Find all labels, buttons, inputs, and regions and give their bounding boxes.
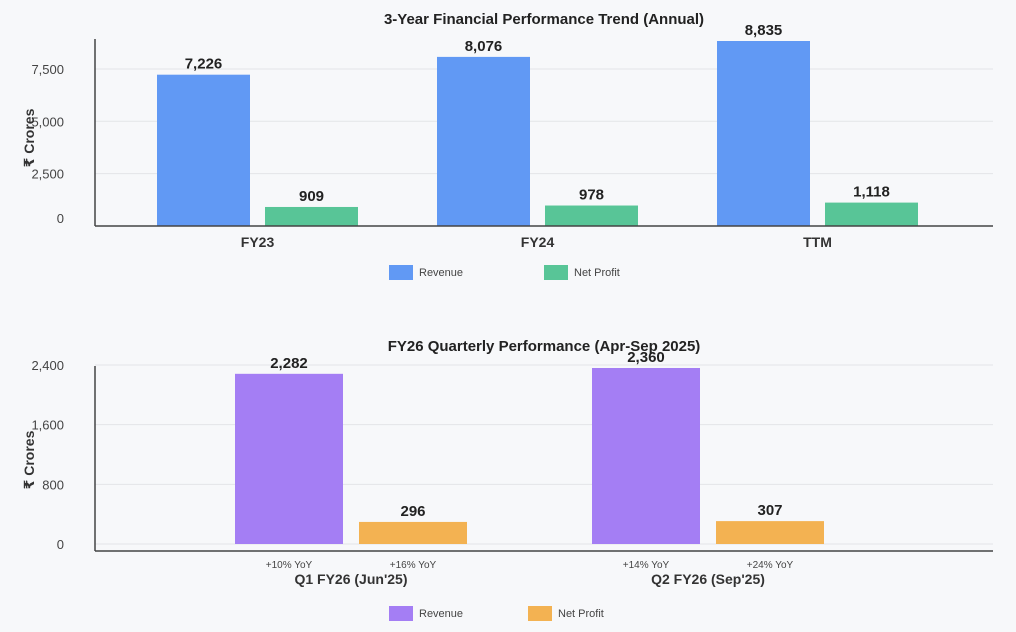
chart-title: FY26 Quarterly Performance (Apr-Sep 2025… [388, 338, 701, 355]
chart-title: 3-Year Financial Performance Trend (Annu… [384, 11, 704, 28]
yoy-note: +24% YoY [747, 560, 794, 571]
data-label: 8,835 [745, 22, 783, 39]
data-label: 978 [579, 187, 604, 204]
yoy-note: +16% YoY [390, 560, 437, 571]
bar-revenue [235, 373, 343, 544]
data-label: 8,076 [465, 38, 503, 55]
data-label: 2,282 [270, 355, 308, 372]
data-label: 296 [400, 503, 425, 520]
data-label: 909 [299, 188, 324, 205]
legend-label: Revenue [419, 608, 463, 620]
x-category-label: FY24 [521, 234, 555, 250]
bar-revenue [717, 41, 810, 226]
bar-net-profit [359, 521, 467, 544]
y-tick-label: 2,400 [31, 358, 64, 373]
bar-net-profit [265, 206, 358, 226]
x-category-label: TTM [803, 234, 832, 250]
y-tick-label: 7,500 [31, 62, 64, 77]
x-category-label: Q2 FY26 (Sep'25) [651, 571, 765, 587]
bar-net-profit [716, 521, 824, 544]
data-label: 2,360 [627, 349, 665, 366]
bar-revenue [157, 74, 250, 227]
legend-swatch [389, 265, 413, 280]
data-label: 307 [757, 502, 782, 519]
bar-revenue [437, 56, 530, 227]
bar-net-profit [545, 205, 638, 226]
y-tick-label: 1,600 [31, 418, 64, 433]
bar-revenue [592, 368, 700, 544]
bar-net-profit [825, 202, 918, 226]
y-tick-label: 0 [57, 537, 64, 552]
y-tick-label: 5,000 [31, 114, 64, 129]
legend-swatch [528, 606, 552, 621]
y-axis-label: ₹ Crores [21, 108, 37, 167]
data-label: 7,226 [185, 56, 223, 73]
legend-swatch [389, 606, 413, 621]
data-label: 1,118 [853, 184, 890, 201]
x-category-label: Q1 FY26 (Jun'25) [294, 571, 407, 587]
yoy-note: +10% YoY [266, 560, 313, 571]
y-tick-label: 800 [42, 477, 64, 492]
y-axis-label: ₹ Crores [21, 430, 37, 489]
legend-label: Revenue [419, 267, 463, 279]
y-tick-label: 0 [57, 211, 64, 226]
legend-label: Net Profit [574, 267, 620, 279]
x-category-label: FY23 [241, 234, 275, 250]
legend-label: Net Profit [558, 608, 604, 620]
yoy-note: +14% YoY [623, 560, 670, 571]
y-tick-label: 2,500 [31, 167, 64, 182]
legend-swatch [544, 265, 568, 280]
